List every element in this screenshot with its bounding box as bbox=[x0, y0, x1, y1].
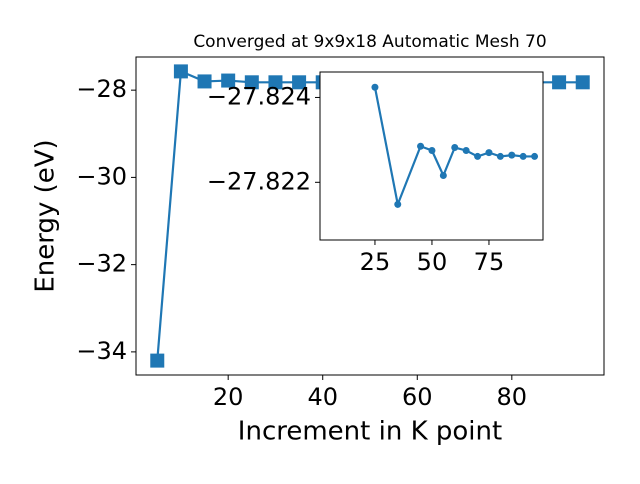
chart-title: Converged at 9x9x18 Automatic Mesh 70 bbox=[193, 32, 546, 52]
marker bbox=[417, 142, 425, 150]
plot-content bbox=[371, 83, 539, 209]
marker bbox=[552, 75, 567, 90]
marker bbox=[428, 146, 436, 154]
x-tick-label: 40 bbox=[307, 383, 338, 411]
marker bbox=[485, 149, 493, 157]
marker bbox=[394, 200, 402, 208]
marker bbox=[221, 73, 236, 88]
marker bbox=[268, 75, 283, 90]
y-tick-label: −27.822 bbox=[207, 167, 311, 195]
marker bbox=[462, 146, 470, 154]
x-tick-label: 25 bbox=[360, 248, 391, 276]
y-tick-label: −32 bbox=[76, 250, 127, 278]
y-tick-label: −28 bbox=[76, 75, 127, 103]
x-axis-label: Increment in K point bbox=[238, 417, 502, 447]
marker bbox=[451, 144, 459, 152]
marker bbox=[496, 152, 504, 160]
marker bbox=[474, 152, 482, 160]
marker bbox=[519, 152, 527, 160]
y-axis-label: Energy (eV) bbox=[31, 139, 61, 292]
marker bbox=[150, 353, 165, 368]
x-tick-label: 60 bbox=[402, 383, 433, 411]
x-tick-label: 80 bbox=[497, 383, 528, 411]
y-tick-label: −27.824 bbox=[207, 82, 311, 110]
marker bbox=[197, 74, 212, 89]
marker bbox=[531, 152, 539, 160]
marker bbox=[371, 83, 379, 91]
marker bbox=[575, 75, 590, 90]
marker bbox=[244, 75, 259, 90]
axes-frame bbox=[135, 56, 605, 376]
marker bbox=[292, 75, 307, 90]
x-tick-label: 50 bbox=[417, 248, 448, 276]
x-tick-label: 20 bbox=[213, 383, 244, 411]
y-tick-label: −34 bbox=[76, 337, 127, 365]
marker bbox=[439, 172, 447, 180]
marker bbox=[173, 64, 188, 79]
marker bbox=[508, 151, 516, 159]
y-tick-label: −30 bbox=[76, 162, 127, 190]
x-tick-label: 75 bbox=[474, 248, 505, 276]
